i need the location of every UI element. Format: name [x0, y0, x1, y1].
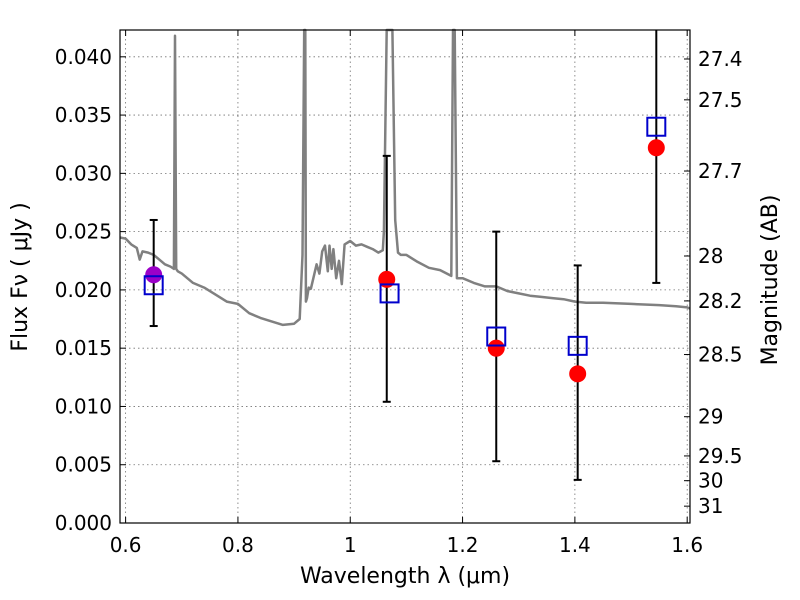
y-tick-label: 0.005 [55, 453, 112, 477]
model-photometry-square [567, 335, 588, 356]
model-photometry-square [486, 326, 507, 347]
magnitude-tick-label: 29 [698, 405, 723, 429]
left-y-axis-title: Flux Fν ( μJy ) [8, 202, 33, 351]
x-tick-label: 1.6 [671, 533, 703, 557]
magnitude-tick-label: 31 [698, 494, 723, 518]
model-photometry-square [379, 283, 400, 304]
observed-flux-point [487, 339, 505, 357]
observed-flux-point [647, 139, 665, 157]
model-photometry-square [143, 275, 164, 296]
x-tick-label: 0.6 [110, 533, 142, 557]
observed-flux-point [569, 365, 587, 383]
y-tick-label: 0.030 [55, 161, 112, 185]
magnitude-tick-label: 27.4 [698, 47, 743, 71]
plot-frame [119, 29, 691, 524]
magnitude-tick-label: 30 [698, 469, 723, 493]
x-tick-label: 1.2 [447, 533, 479, 557]
ticks: 0.6 0.8 1 1.2 1.4 1.6 0.000 0.005 0.010 0.015 0.02… [55, 30, 743, 557]
grid [120, 30, 690, 524]
y-tick-label: 0.035 [55, 103, 112, 127]
magnitude-tick-label: 28 [698, 244, 723, 268]
magnitude-tick-label: 29.5 [698, 444, 743, 468]
x-tick-label: 1 [344, 533, 357, 557]
magnitude-tick-label: 27.7 [698, 159, 743, 183]
model-photometry-square [646, 116, 667, 137]
y-tick-label: 0.010 [55, 394, 112, 418]
model-spectrum-layer [119, 28, 691, 327]
y-tick-label: 0.040 [55, 45, 112, 69]
magnitude-tick-label: 28.2 [698, 289, 743, 313]
x-tick-label: 1.4 [559, 533, 591, 557]
y-tick-label: 0.025 [55, 220, 112, 244]
x-axis-title: Wavelength λ (μm) [300, 564, 510, 589]
model-spectrum-line [119, 28, 691, 327]
magnitude-tick-label: 28.5 [698, 343, 743, 367]
observed-points-layer [145, 139, 665, 383]
magnitude-tick-label: 27.5 [698, 88, 743, 112]
right-y-axis-title: Magnitude (AB) [758, 195, 783, 366]
model-photometry-layer [143, 116, 667, 356]
y-tick-label: 0.000 [55, 511, 112, 535]
y-tick-label: 0.020 [55, 278, 112, 302]
y-tick-label: 0.015 [55, 336, 112, 360]
x-tick-label: 0.8 [222, 533, 254, 557]
observed-flux-point [145, 266, 163, 284]
